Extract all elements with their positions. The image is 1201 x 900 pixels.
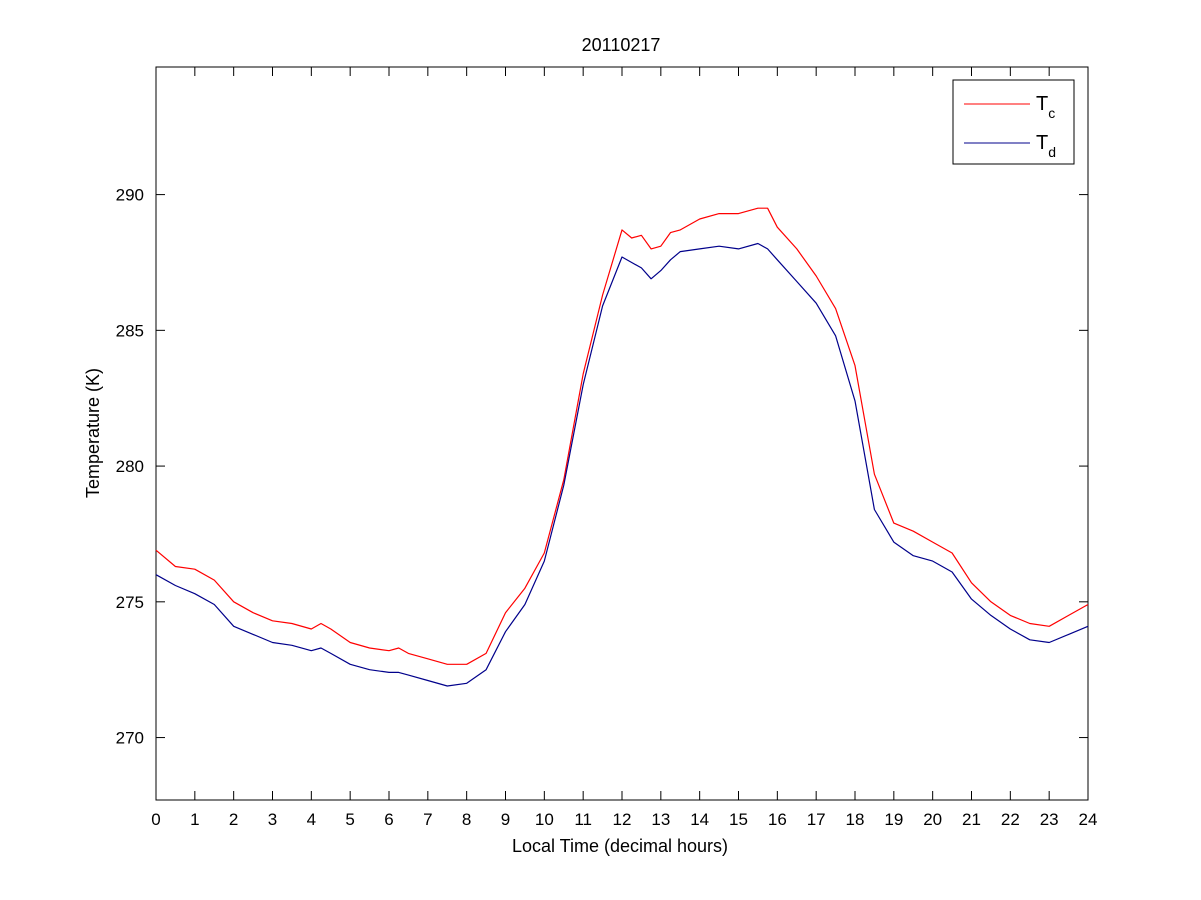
x-tick-label: 12 [613,810,632,829]
x-axis-label: Local Time (decimal hours) [512,836,728,856]
x-tick-label: 15 [729,810,748,829]
x-tick-label: 2 [229,810,238,829]
legend-box [952,79,1075,165]
legend-label-td-main: T [1036,132,1048,154]
legend-label-tc-main: T [1036,93,1048,115]
x-tick-label: 21 [962,810,981,829]
series-line-tc [155,207,1089,665]
y-axis-ticks: 270 275 280 285 290 [116,186,1088,748]
x-tick-label: 4 [307,810,316,829]
x-tick-label: 19 [884,810,903,829]
y-tick-label: 285 [116,321,144,340]
x-tick-label: 14 [690,810,709,829]
series-line-td [155,242,1089,687]
legend-label-td: Td [1036,132,1056,160]
x-tick-label: 5 [345,810,354,829]
x-tick-label: 16 [768,810,787,829]
x-tick-label: 8 [462,810,471,829]
y-axis-label: Temperature (K) [83,368,103,498]
x-tick-label: 6 [384,810,393,829]
x-tick-label: 11 [574,810,592,829]
legend: Tc Td [952,79,1075,165]
y-tick-label: 280 [116,457,144,476]
legend-label-tc-sub: c [1048,105,1055,121]
x-tick-label: 17 [807,810,826,829]
x-tick-label: 3 [268,810,277,829]
x-tick-label: 0 [151,810,160,829]
x-tick-label: 1 [190,810,199,829]
y-tick-label: 270 [116,729,144,748]
x-tick-label: 24 [1079,810,1098,829]
x-tick-label: 9 [501,810,510,829]
x-tick-label: 13 [651,810,670,829]
legend-label-td-sub: d [1048,144,1056,160]
plot-area-frame [155,66,1089,801]
x-tick-label: 22 [1001,810,1020,829]
legend-label-tc: Tc [1036,93,1055,121]
x-tick-label: 18 [846,810,865,829]
x-tick-label: 20 [923,810,942,829]
chart-title: 20110217 [582,35,661,55]
y-tick-label: 275 [116,593,144,612]
x-tick-label: 23 [1040,810,1059,829]
x-tick-label: 7 [423,810,432,829]
x-tick-label: 10 [535,810,554,829]
x-axis-ticks: 0 1 2 3 4 5 6 7 8 9 10 11 12 13 14 15 16 17 18 19 20 21 22 23 24 [151,67,1097,829]
series-layer [155,207,1089,687]
y-tick-label: 290 [116,186,144,205]
